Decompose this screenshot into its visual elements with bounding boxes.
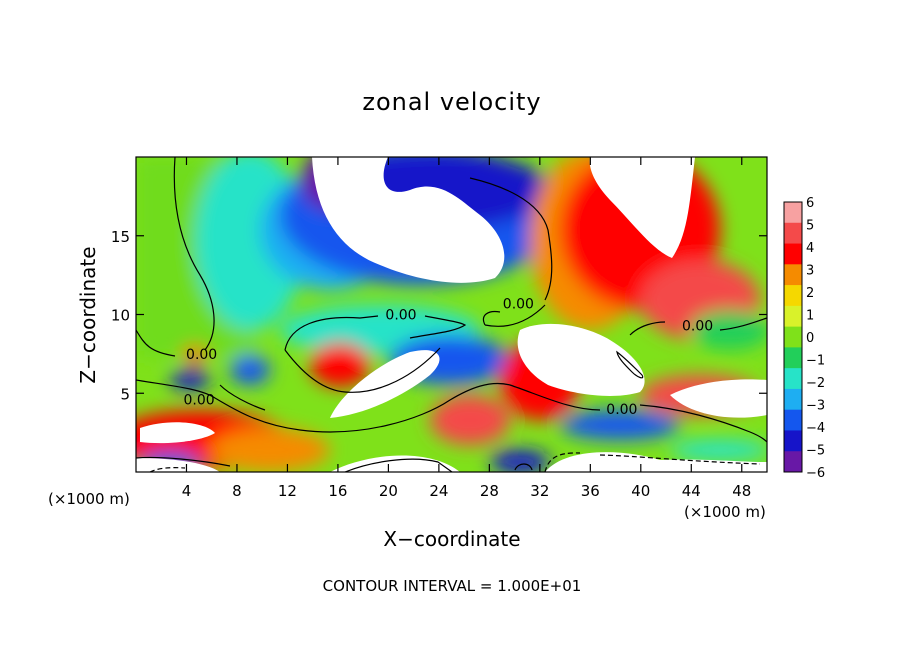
colorbar-swatch xyxy=(784,243,802,265)
x-tick-label: 4 xyxy=(182,482,192,500)
colorbar-tick-label: −5 xyxy=(806,444,825,459)
x-tick-label: 44 xyxy=(682,482,701,500)
contour-label: 0.00 xyxy=(682,319,713,335)
colorbar-swatch xyxy=(784,305,802,328)
chart-title: zonal velocity xyxy=(362,88,542,116)
colorbar-tick-label: −3 xyxy=(806,399,825,414)
contour-label: 0.00 xyxy=(385,308,416,324)
y-axis: 5 10 15 xyxy=(111,228,767,403)
colorbar-swatch xyxy=(784,326,802,348)
colorbar-tick-label: 3 xyxy=(806,264,814,279)
colorbar-tick-label: 4 xyxy=(806,241,814,256)
y-tick-label: 15 xyxy=(111,228,130,246)
colorbar-tick-label: −1 xyxy=(806,354,825,369)
colorbar-tick-label: 5 xyxy=(806,219,814,234)
colorbar: 6 5 4 3 2 1 0 −1 −2 −3 −4 −5 −6 xyxy=(783,196,825,481)
x-tick-label: 24 xyxy=(429,482,448,500)
x-tick-label: 20 xyxy=(379,482,398,500)
colorbar-swatch xyxy=(784,285,802,307)
x-tick-label: 28 xyxy=(480,482,499,500)
colorbar-swatch xyxy=(784,430,802,452)
colorbar-tick-label: −6 xyxy=(806,466,825,481)
x-unit-left: (×1000 m) xyxy=(48,490,130,508)
colorbar-swatch xyxy=(784,347,802,369)
heatmap-field: 0.00 0.00 0.00 0.00 0.00 0.00 xyxy=(136,157,767,472)
contour-label: 0.00 xyxy=(503,296,534,312)
colorbar-tick-label: −2 xyxy=(806,376,825,391)
y-axis-label: Z−coordinate xyxy=(76,246,100,384)
x-tick-label: 16 xyxy=(328,482,347,500)
x-tick-label: 48 xyxy=(732,482,751,500)
colorbar-tick-label: −4 xyxy=(806,421,825,436)
colorbar-swatch xyxy=(784,368,802,390)
colorbar-swatch xyxy=(784,202,802,224)
contour-label: 0.00 xyxy=(186,347,217,363)
contour-lines xyxy=(136,157,767,472)
colorbar-tick-label: 6 xyxy=(806,196,814,211)
x-axis-label: X−coordinate xyxy=(383,527,521,551)
colorbar-swatch xyxy=(784,264,802,286)
x-tick-label: 32 xyxy=(530,482,549,500)
colorbar-swatch xyxy=(784,409,802,431)
colorbar-swatch xyxy=(784,388,802,411)
contour-label: 0.00 xyxy=(184,393,215,409)
x-axis: 4 8 12 16 20 24 28 32 36 40 44 48 xyxy=(182,157,751,500)
colorbar-tick-label: 2 xyxy=(806,286,814,301)
colorbar-tick-label: 1 xyxy=(806,309,814,324)
colorbar-tick-label: 0 xyxy=(806,331,814,346)
x-tick-label: 8 xyxy=(232,482,242,500)
saturated-regions xyxy=(136,157,767,472)
colorbar-swatch xyxy=(784,222,802,245)
colorbar-swatch xyxy=(784,451,802,473)
x-unit-right: (×1000 m) xyxy=(684,503,766,521)
contour-interval-note: CONTOUR INTERVAL = 1.000E+01 xyxy=(322,577,582,595)
x-tick-label: 40 xyxy=(631,482,650,500)
contour-label: 0.00 xyxy=(606,402,637,418)
x-tick-label: 36 xyxy=(581,482,600,500)
contour-label-layer: 0.00 0.00 0.00 0.00 0.00 0.00 xyxy=(184,296,714,418)
x-tick-label: 12 xyxy=(278,482,297,500)
y-tick-label: 5 xyxy=(120,385,130,403)
colorbar-frame xyxy=(783,201,803,473)
y-tick-label: 10 xyxy=(111,307,130,325)
